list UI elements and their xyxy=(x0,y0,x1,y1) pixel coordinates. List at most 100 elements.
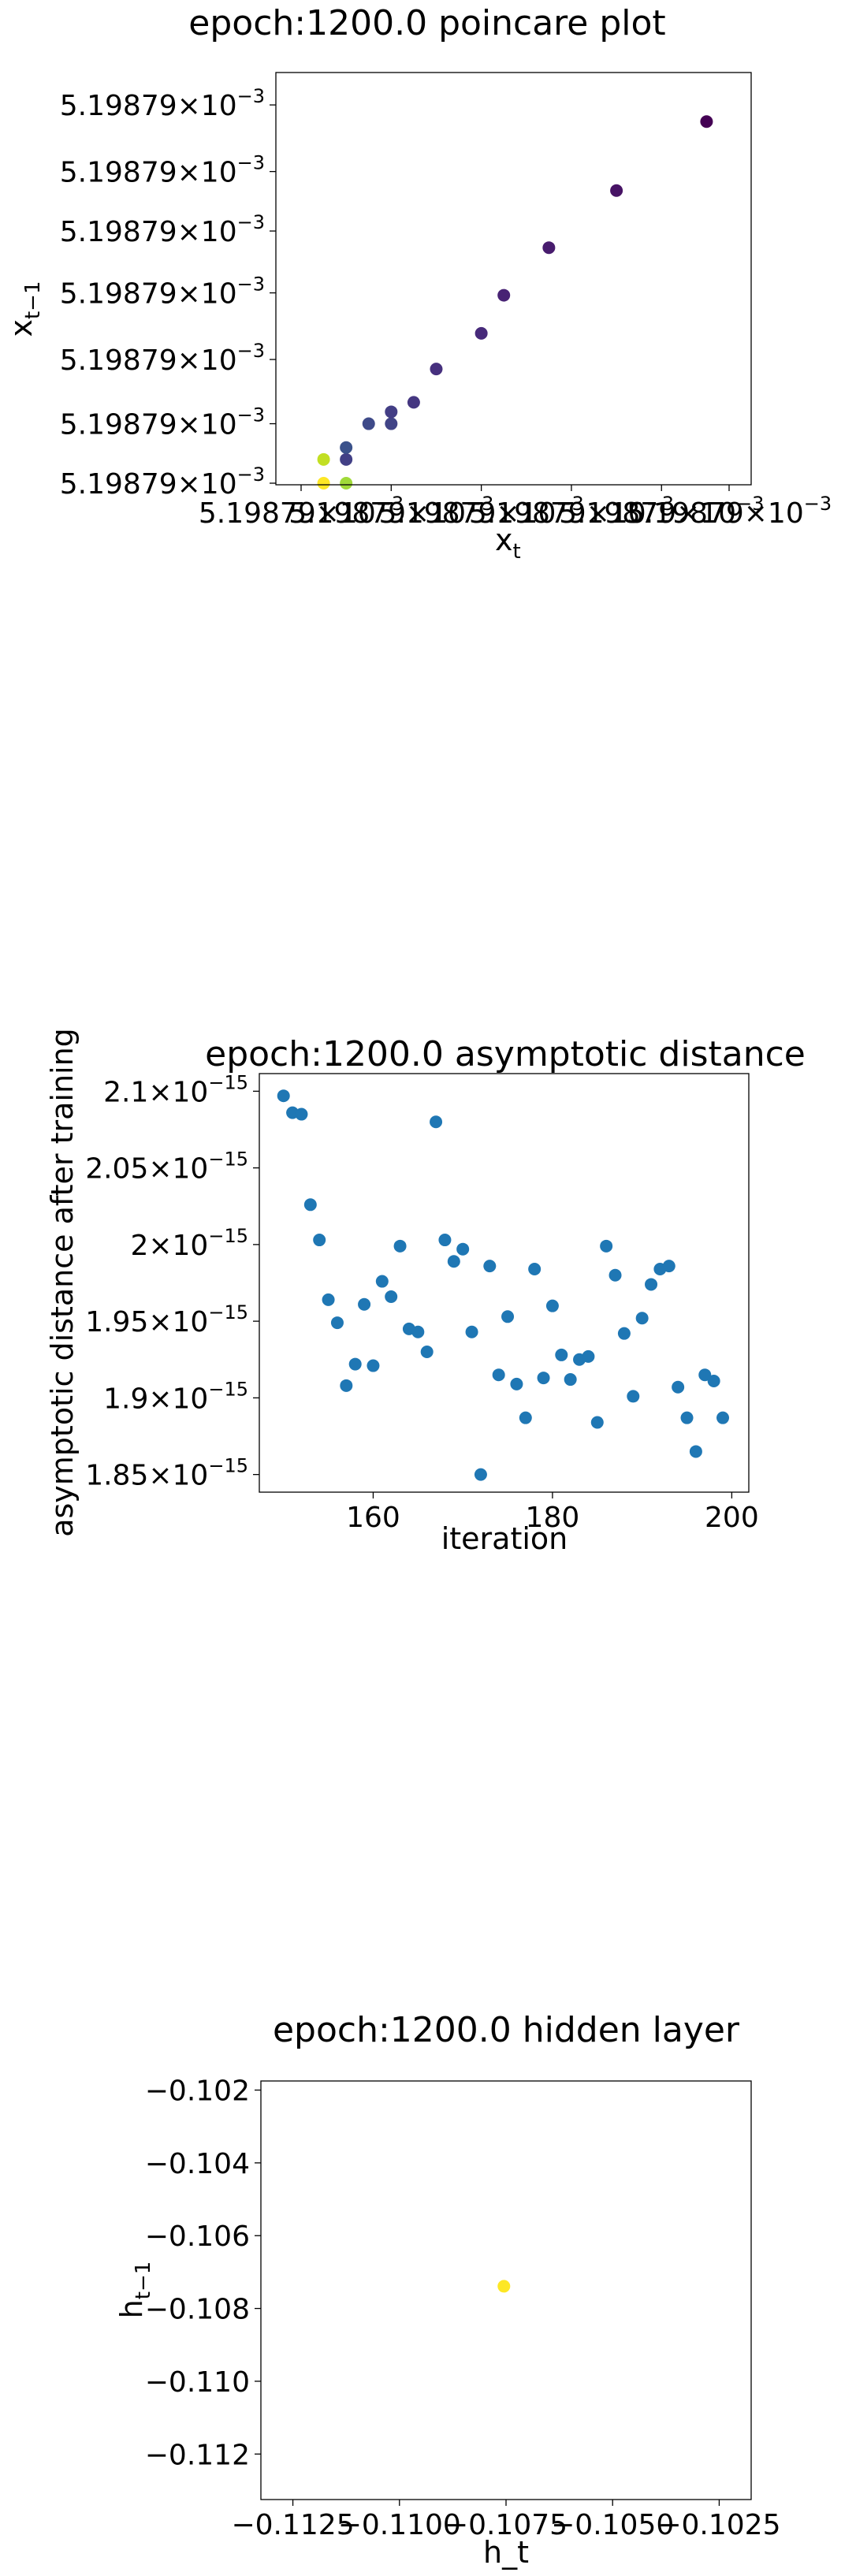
poincare-point-3 xyxy=(340,452,353,466)
poincare-y-ticks: 5.19879×10−3 5.19879×10−3 5.19879×10−3 5.19… xyxy=(60,85,276,501)
asymptotic-point-8 xyxy=(348,1357,362,1371)
asymptotic-point-12 xyxy=(385,1290,398,1304)
hidden-layer-x-tick-label-2: −0.1075 xyxy=(445,2509,568,2541)
poincare-point-0 xyxy=(317,477,330,490)
hidden-layer-y-ticks: −0.102 −0.104 −0.106 −0.108 −0.110 −0.112 xyxy=(145,2075,261,2471)
asymptotic-point-41 xyxy=(645,1278,658,1291)
asymptotic-point-29 xyxy=(537,1372,550,1385)
hidden-layer-y-tick-label-3: −0.108 xyxy=(145,2294,250,2326)
asymptotic-point-5 xyxy=(322,1293,335,1306)
poincare-points xyxy=(317,115,713,490)
asymptotic-point-25 xyxy=(501,1310,515,1323)
asymptotic-x-ticks: 160 180 200 xyxy=(346,1492,759,1534)
poincare-x-tick-label-3: 5.19879×10−3 xyxy=(469,493,674,530)
asymptotic-x-axis-label: iteration xyxy=(441,1521,568,1556)
hidden-layer-x-tick-label-0: −0.1125 xyxy=(231,2509,354,2541)
poincare-x-tick-label-1: 5.19879×10−3 xyxy=(288,493,493,530)
asymptotic-point-49 xyxy=(716,1411,730,1424)
asymptotic-point-32 xyxy=(564,1373,577,1387)
hidden-layer-x-tick-label-1: −0.1100 xyxy=(338,2509,461,2541)
poincare-point-14 xyxy=(700,115,713,128)
asymptotic-point-0 xyxy=(277,1089,290,1103)
hidden-layer-x-tick-label-4: −0.1025 xyxy=(657,2509,780,2541)
poincare-y-tick-label-3: 5.19879×10−3 xyxy=(60,274,265,311)
asymptotic-point-3 xyxy=(303,1198,317,1212)
asymptotic-point-28 xyxy=(528,1262,542,1275)
poincare-title: epoch:1200.0 poincare plot xyxy=(188,3,665,43)
asymptotic-point-27 xyxy=(519,1411,532,1424)
poincare-y-tick-label-0: 5.19879×10−3 xyxy=(60,463,265,501)
asymptotic-y-tick-label-5: 2.1×10−15 xyxy=(103,1071,248,1108)
asymptotic-point-39 xyxy=(627,1390,640,1403)
poincare-y-axis-label: xt−1 xyxy=(4,281,45,337)
asymptotic-y-axis-label: asymptotic distance after training xyxy=(45,1028,80,1537)
hidden-layer-chart: epoch:1200.0 hidden layer −0.1125−0.1100… xyxy=(114,2010,781,2570)
poincare-y-tick-label-1: 5.19879×10−3 xyxy=(60,404,265,441)
poincare-point-13 xyxy=(610,184,623,197)
poincare-y-tick-label-6: 5.19879×10−3 xyxy=(60,85,265,122)
poincare-chart: epoch:1200.0 poincare plot 5.19879×10−35… xyxy=(4,3,832,564)
asymptotic-point-36 xyxy=(600,1239,613,1253)
hidden-layer-points xyxy=(497,2280,511,2293)
asymptotic-point-17 xyxy=(430,1115,443,1129)
asymptotic-point-45 xyxy=(680,1411,694,1424)
poincare-point-2 xyxy=(340,477,353,490)
asymptotic-point-23 xyxy=(483,1260,497,1273)
asymptotic-plot-frame xyxy=(259,1073,750,1493)
poincare-point-5 xyxy=(362,417,375,430)
hidden-layer-title: epoch:1200.0 hidden layer xyxy=(273,2010,740,2050)
poincare-y-tick-label-5: 5.19879×10−3 xyxy=(60,152,265,189)
hidden-layer-y-tick-label-0: −0.102 xyxy=(145,2075,250,2108)
asymptotic-point-4 xyxy=(313,1234,326,1247)
asymptotic-point-13 xyxy=(393,1239,407,1253)
poincare-point-6 xyxy=(385,417,398,430)
hidden-layer-y-tick-label-5: −0.112 xyxy=(145,2439,250,2471)
asymptotic-title: epoch:1200.0 asymptotic distance xyxy=(205,1034,806,1074)
poincare-point-8 xyxy=(407,396,420,409)
asymptotic-x-tick-label-1: 180 xyxy=(526,1502,580,1534)
asymptotic-point-22 xyxy=(474,1468,487,1481)
asymptotic-x-tick-label-0: 160 xyxy=(346,1502,400,1534)
asymptotic-point-44 xyxy=(672,1380,685,1394)
asymptotic-point-15 xyxy=(411,1325,425,1338)
asymptotic-point-43 xyxy=(662,1260,675,1273)
asymptotic-point-40 xyxy=(635,1312,649,1325)
asymptotic-point-10 xyxy=(367,1359,380,1372)
hidden-layer-y-axis-label: ht−1 xyxy=(114,2261,155,2319)
asymptotic-point-2 xyxy=(295,1107,308,1121)
hidden-layer-point-0 xyxy=(497,2280,511,2293)
asymptotic-y-tick-label-2: 1.95×10−15 xyxy=(85,1301,248,1338)
poincare-y-tick-label-2: 5.19879×10−3 xyxy=(60,340,265,377)
poincare-y-tick-label-4: 5.19879×10−3 xyxy=(60,211,265,248)
asymptotic-point-48 xyxy=(707,1374,720,1387)
hidden-layer-y-tick-label-1: −0.104 xyxy=(145,2148,250,2180)
poincare-point-1 xyxy=(317,452,330,466)
asymptotic-y-ticks: 1.85×10−15 1.9×10−15 1.95×10−15 2×10−15 2.05… xyxy=(85,1071,259,1492)
hidden-layer-x-ticks: −0.1125−0.1100−0.1075−0.1050−0.1025 xyxy=(231,2500,781,2541)
poincare-plot-frame xyxy=(275,72,752,486)
asymptotic-point-26 xyxy=(510,1377,523,1390)
poincare-point-11 xyxy=(497,288,511,302)
hidden-layer-y-tick-label-2: −0.106 xyxy=(145,2220,250,2253)
asymptotic-point-6 xyxy=(330,1316,344,1330)
hidden-layer-x-axis-label: h_t xyxy=(483,2535,529,2570)
asymptotic-point-35 xyxy=(590,1416,604,1429)
poincare-point-7 xyxy=(385,405,398,419)
asymptotic-point-46 xyxy=(689,1445,702,1458)
asymptotic-point-38 xyxy=(617,1327,631,1340)
asymptotic-point-21 xyxy=(465,1325,478,1338)
asymptotic-point-47 xyxy=(698,1368,712,1382)
asymptotic-point-7 xyxy=(340,1379,353,1392)
poincare-x-tick-label-5: 5.19879×10−3 xyxy=(627,493,832,530)
asymptotic-point-18 xyxy=(438,1234,452,1247)
asymptotic-point-16 xyxy=(420,1346,434,1359)
poincare-point-4 xyxy=(340,441,353,454)
hidden-layer-x-tick-label-3: −0.1050 xyxy=(551,2509,674,2541)
asymptotic-y-tick-label-0: 1.85×10−15 xyxy=(85,1455,248,1492)
asymptotic-point-24 xyxy=(492,1368,505,1382)
asymptotic-point-34 xyxy=(582,1349,595,1363)
asymptotic-point-37 xyxy=(609,1268,622,1282)
poincare-point-12 xyxy=(542,241,556,255)
poincare-point-9 xyxy=(430,363,443,376)
